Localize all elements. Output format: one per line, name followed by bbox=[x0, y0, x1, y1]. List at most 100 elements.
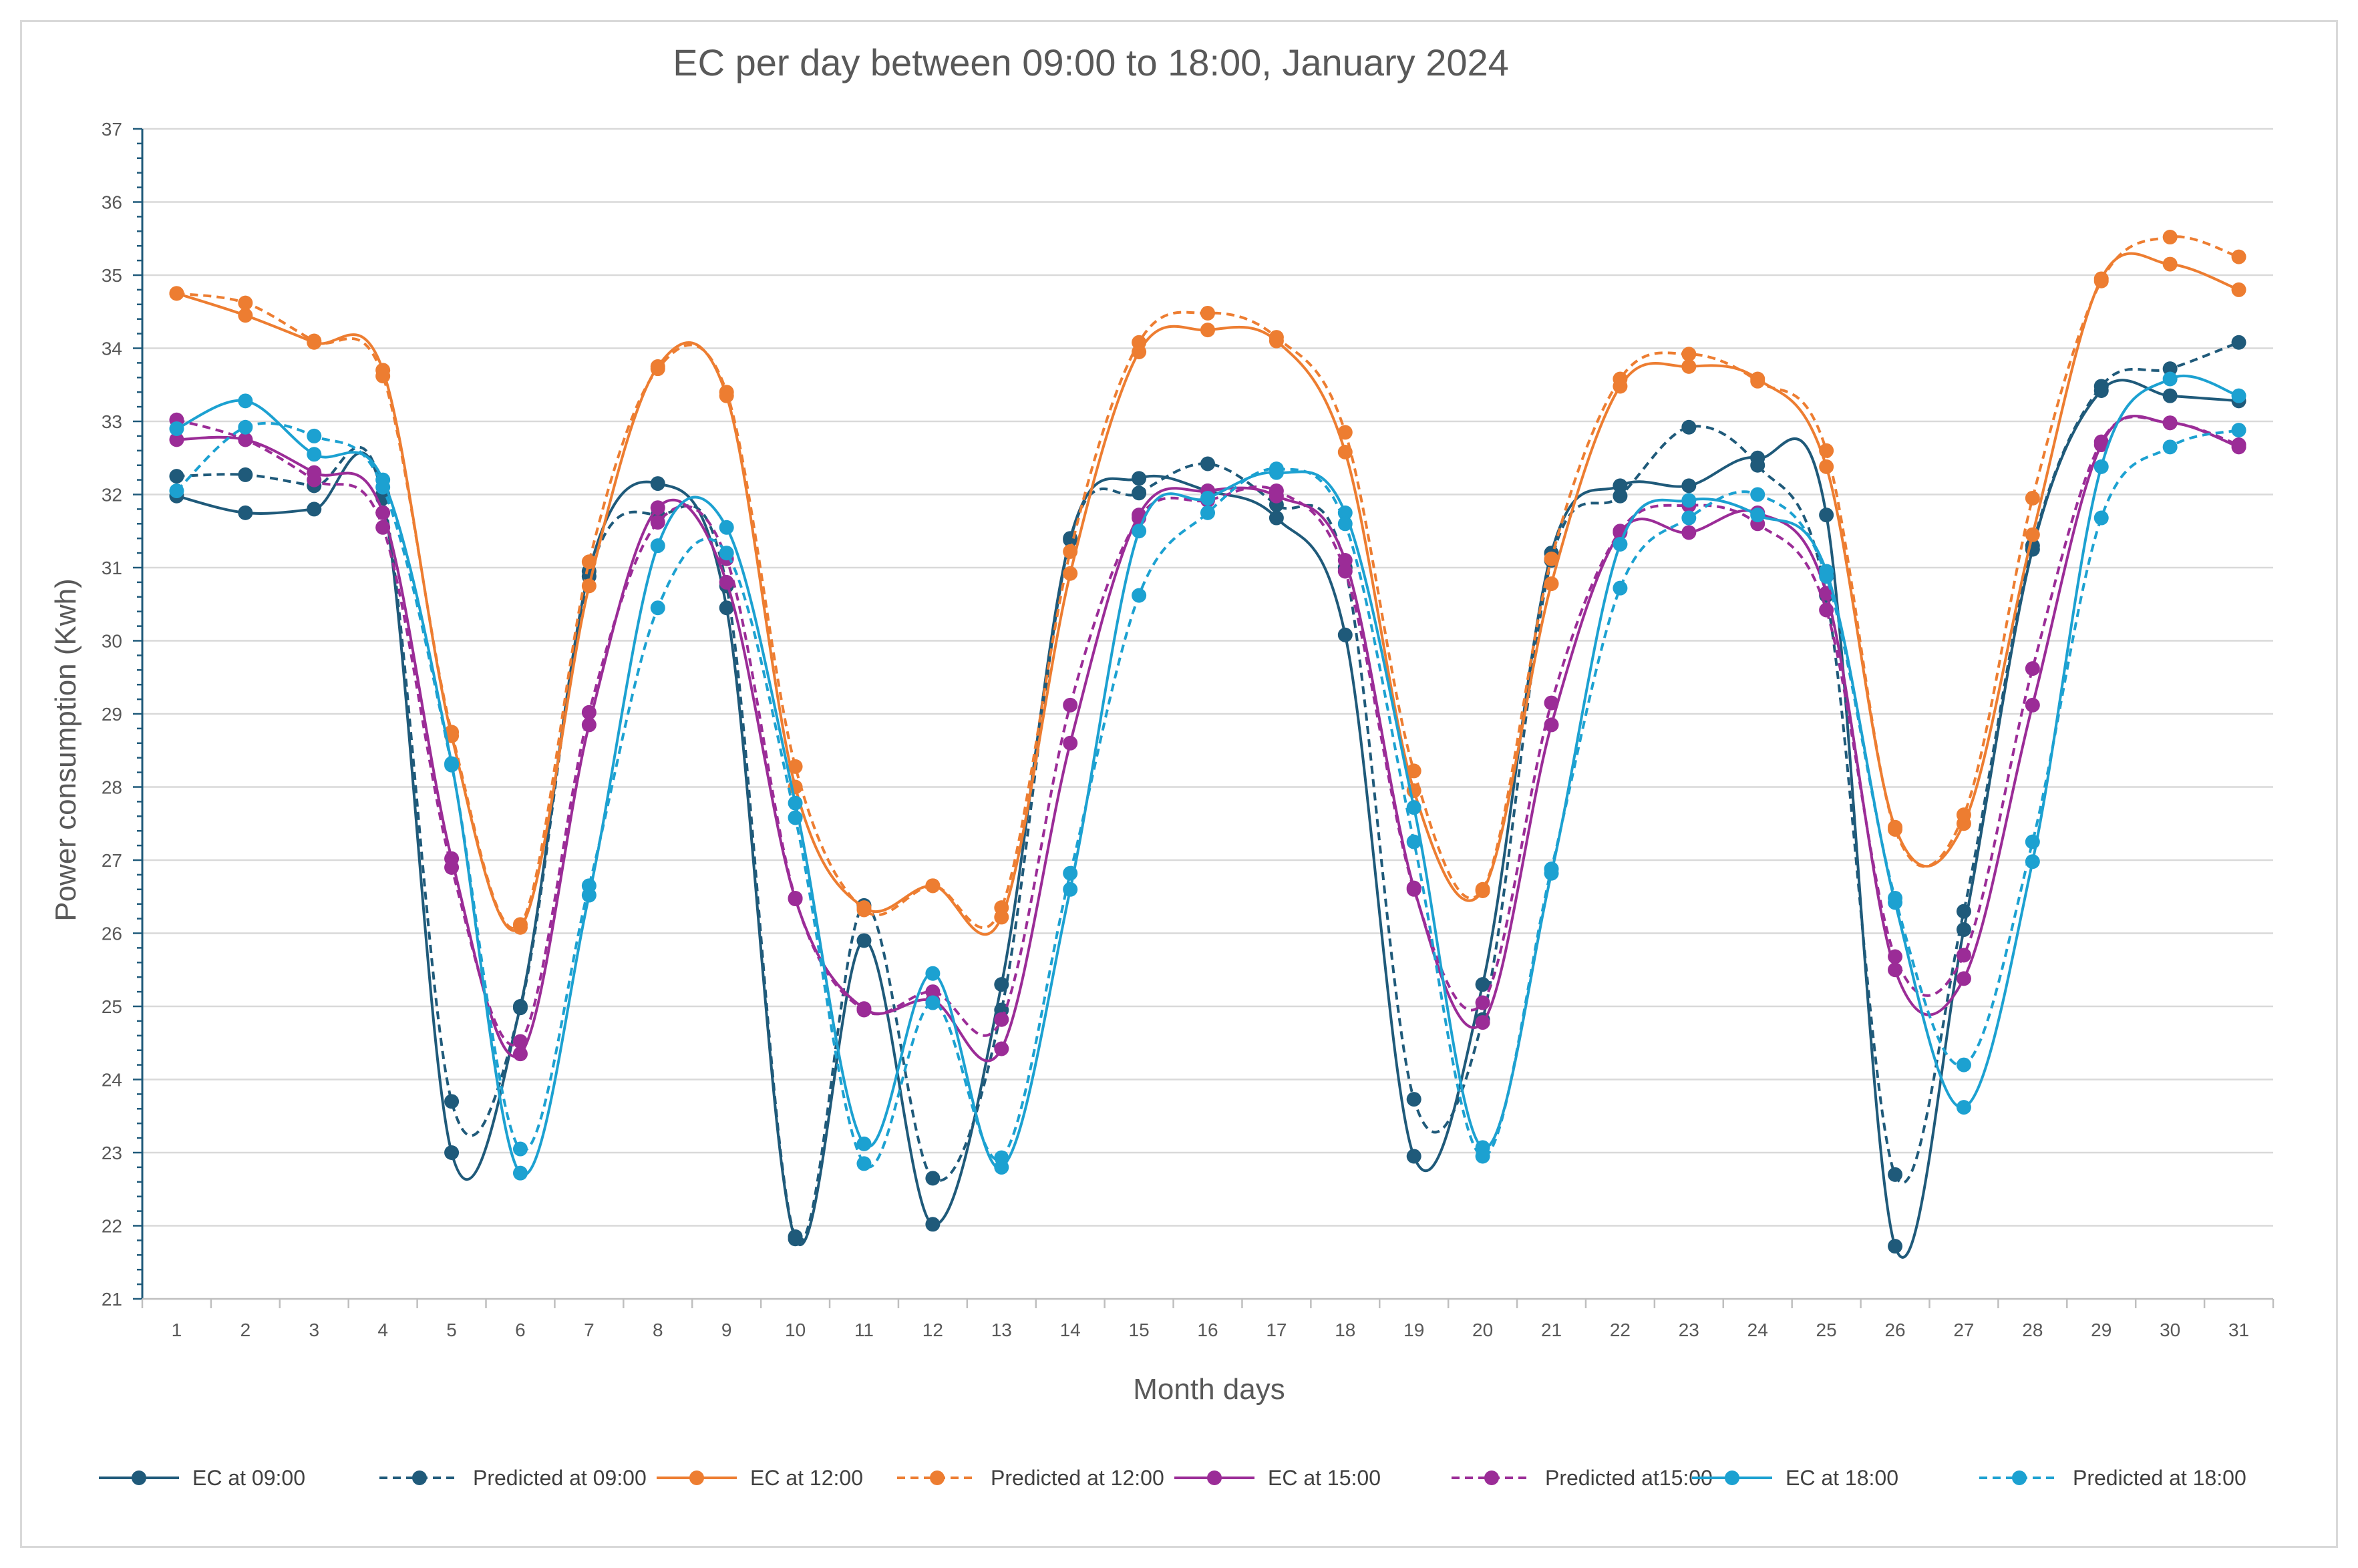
data-point-s6-d3 bbox=[307, 447, 322, 462]
data-point-s5-d25 bbox=[1819, 602, 1834, 618]
data-point-s1-d31 bbox=[2231, 335, 2246, 350]
data-point-s5-d3 bbox=[307, 472, 322, 487]
x-tick-label-29: 29 bbox=[2091, 1320, 2112, 1340]
series-5 bbox=[169, 412, 2246, 1049]
data-point-s7-d10 bbox=[788, 810, 803, 825]
series-1 bbox=[169, 335, 2246, 1244]
data-point-s5-d10 bbox=[788, 890, 803, 906]
data-point-s0-d18 bbox=[1337, 627, 1353, 642]
data-point-s0-d12 bbox=[925, 1217, 941, 1232]
x-tick-label-3: 3 bbox=[309, 1320, 319, 1340]
data-point-s6-d2 bbox=[238, 393, 253, 409]
legend-item-0: EC at 09:00 bbox=[99, 1466, 305, 1490]
data-point-s6-d29 bbox=[2093, 459, 2109, 474]
series-lines bbox=[169, 230, 2246, 1259]
data-point-s5-d20 bbox=[1475, 995, 1490, 1010]
x-tick-label-1: 1 bbox=[172, 1320, 182, 1340]
data-point-s1-d10 bbox=[788, 1229, 803, 1244]
x-tick-label-14: 14 bbox=[1060, 1320, 1081, 1340]
data-point-s3-d22 bbox=[1613, 371, 1628, 387]
data-point-s7-d5 bbox=[444, 757, 460, 773]
data-point-s1-d5 bbox=[444, 1094, 460, 1109]
data-point-s0-d30 bbox=[2162, 388, 2178, 403]
x-tick-label-21: 21 bbox=[1541, 1320, 1562, 1340]
legend-marker-4 bbox=[1207, 1471, 1222, 1485]
data-point-s3-d3 bbox=[307, 333, 322, 349]
legend-item-5: Predicted at15:00 bbox=[1452, 1466, 1713, 1490]
data-point-s0-d15 bbox=[1132, 471, 1147, 486]
x-tick-label-20: 20 bbox=[1472, 1320, 1493, 1340]
data-point-s3-d7 bbox=[581, 554, 597, 570]
data-point-s0-d11 bbox=[856, 933, 872, 948]
data-point-s7-d31 bbox=[2231, 423, 2246, 438]
legend-label-3: Predicted at 12:00 bbox=[991, 1466, 1164, 1490]
data-point-s3-d30 bbox=[2162, 230, 2178, 245]
data-point-s7-d16 bbox=[1200, 505, 1215, 520]
data-point-s3-d21 bbox=[1544, 551, 1559, 566]
y-tick-label-31: 31 bbox=[102, 558, 122, 578]
y-tick-label-33: 33 bbox=[102, 411, 122, 432]
x-tick-label-24: 24 bbox=[1747, 1320, 1768, 1340]
y-tick-label-30: 30 bbox=[102, 631, 122, 652]
data-point-s7-d26 bbox=[1888, 890, 1903, 906]
y-axis-title: Power consumption (Kwh) bbox=[49, 578, 82, 922]
series-line-7 bbox=[176, 421, 2239, 1168]
data-point-s3-d4 bbox=[375, 369, 391, 384]
data-point-s6-d31 bbox=[2231, 388, 2246, 403]
data-point-s6-d15 bbox=[1132, 524, 1147, 539]
data-point-s3-d11 bbox=[856, 902, 872, 918]
y-tick-label-21: 21 bbox=[102, 1289, 122, 1310]
data-point-s1-d12 bbox=[925, 1171, 941, 1186]
x-tick-label-27: 27 bbox=[1953, 1320, 1974, 1340]
data-point-s1-d16 bbox=[1200, 456, 1215, 471]
data-point-s7-d17 bbox=[1269, 461, 1284, 477]
data-point-s0-d5 bbox=[444, 1145, 460, 1160]
series-6 bbox=[169, 371, 2246, 1181]
y-tick-label-35: 35 bbox=[102, 265, 122, 286]
y-tick-label-23: 23 bbox=[102, 1143, 122, 1163]
data-point-s7-d14 bbox=[1063, 865, 1078, 881]
data-point-s6-d11 bbox=[856, 1136, 872, 1151]
x-tick-label-5: 5 bbox=[446, 1320, 457, 1340]
y-tick-label-24: 24 bbox=[102, 1070, 122, 1091]
series-3 bbox=[169, 230, 2246, 932]
y-tick-label-25: 25 bbox=[102, 996, 122, 1017]
data-point-s5-d11 bbox=[856, 1002, 872, 1018]
legend-marker-0 bbox=[132, 1471, 146, 1485]
data-point-s6-d19 bbox=[1406, 800, 1421, 815]
data-point-s7-d18 bbox=[1337, 516, 1353, 532]
data-point-s7-d13 bbox=[994, 1150, 1009, 1165]
data-point-s4-d27 bbox=[1956, 971, 1971, 986]
data-point-s1-d30 bbox=[2162, 361, 2178, 377]
data-point-s1-d1 bbox=[169, 469, 184, 484]
data-point-s6-d18 bbox=[1337, 505, 1353, 520]
data-point-s4-d28 bbox=[2025, 697, 2040, 713]
data-point-s4-d14 bbox=[1063, 735, 1078, 751]
data-point-s2-d21 bbox=[1544, 576, 1559, 592]
data-point-s7-d8 bbox=[650, 600, 665, 616]
x-tick-label-7: 7 bbox=[584, 1320, 595, 1340]
data-point-s7-d11 bbox=[856, 1156, 872, 1171]
data-point-s6-d6 bbox=[512, 1165, 528, 1181]
data-point-s7-d27 bbox=[1956, 1057, 1971, 1072]
data-point-s1-d22 bbox=[1613, 488, 1628, 504]
x-tick-label-22: 22 bbox=[1610, 1320, 1631, 1340]
data-point-s4-d13 bbox=[994, 1041, 1009, 1056]
data-point-s6-d30 bbox=[2162, 371, 2178, 387]
x-tick-label-15: 15 bbox=[1129, 1320, 1150, 1340]
data-point-s5-d30 bbox=[2162, 415, 2178, 431]
data-point-s6-d27 bbox=[1956, 1100, 1971, 1115]
series-line-5 bbox=[176, 415, 2240, 1047]
legend-item-4: EC at 15:00 bbox=[1174, 1466, 1381, 1490]
data-point-s3-d28 bbox=[2025, 490, 2040, 506]
x-tick-label-31: 31 bbox=[2228, 1320, 2249, 1340]
x-tick-label-9: 9 bbox=[721, 1320, 732, 1340]
x-tick-label-11: 11 bbox=[854, 1320, 874, 1340]
x-tick-label-10: 10 bbox=[785, 1320, 806, 1340]
data-point-s2-d16 bbox=[1200, 323, 1215, 338]
legend-label-0: EC at 09:00 bbox=[192, 1466, 305, 1490]
data-point-s0-d19 bbox=[1406, 1149, 1421, 1164]
data-point-s7-d4 bbox=[375, 479, 391, 495]
y-tick-label-32: 32 bbox=[102, 485, 122, 506]
data-point-s3-d23 bbox=[1681, 347, 1697, 362]
